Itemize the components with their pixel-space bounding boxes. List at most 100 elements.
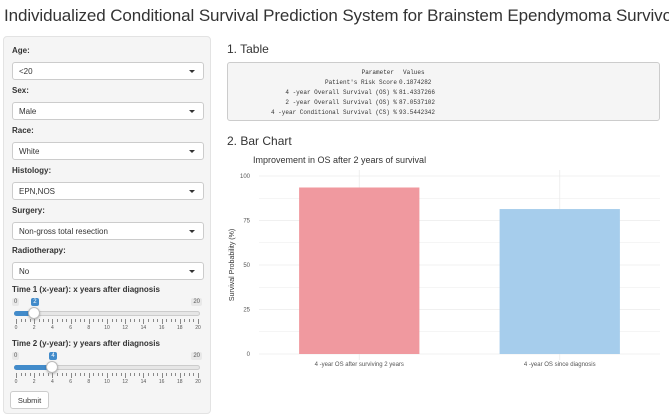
slider-ticks: 0 2 4 6 8 10 12 14 16 18 20 — [15, 373, 201, 385]
chevron-down-icon — [189, 110, 195, 113]
slider-tick — [161, 373, 163, 378]
sex-field: Sex: Male — [12, 86, 204, 120]
slider-tick — [198, 373, 199, 378]
table-heading: 1. Table — [227, 42, 269, 56]
chevron-down-icon — [189, 70, 195, 73]
radiotherapy-select[interactable]: No — [12, 262, 204, 280]
bar — [499, 209, 620, 354]
chart-title: Improvement in OS after 2 years of survi… — [253, 155, 426, 165]
slider-tick — [20, 319, 22, 322]
time2-slider[interactable]: 0 20 4 0 2 4 6 8 10 12 14 16 18 20 — [12, 349, 202, 387]
sex-label: Sex: — [12, 86, 29, 95]
slider-tick — [125, 319, 127, 324]
slider-tick — [20, 373, 22, 376]
slider-tick — [70, 319, 72, 324]
slider-tick — [184, 373, 186, 376]
race-label: Race: — [12, 126, 34, 135]
slider-tick — [43, 319, 45, 322]
row-parameter: 4 -year Overall Survival (OS) % — [285, 89, 397, 96]
table-body: Parameter Values Patient's Risk Score 0.… — [228, 69, 443, 119]
slider-tick — [184, 319, 186, 322]
slider-tick — [157, 319, 159, 322]
slider-tick — [84, 373, 86, 376]
slider-max-label: 20 — [191, 352, 202, 360]
slider-tick-label: 12 — [122, 325, 128, 331]
slider-tick — [97, 319, 99, 322]
slider-tick-label: 8 — [87, 379, 91, 385]
slider-tick — [61, 373, 63, 376]
sex-select[interactable]: Male — [12, 102, 204, 120]
slider-tick — [52, 319, 54, 324]
slider-handle[interactable] — [28, 307, 41, 319]
slider-tick — [34, 319, 36, 324]
slider-tick-label: 20 — [195, 379, 201, 385]
y-tick-label: 25 — [243, 308, 250, 314]
slider-handle[interactable] — [46, 361, 59, 373]
slider-value-label: 4 — [49, 352, 57, 360]
slider-tick — [161, 319, 163, 324]
slider-tick-label: 2 — [32, 325, 36, 331]
row-parameter: 4 -year Conditional Survival (CS) % — [270, 109, 397, 116]
slider-tick-label: 2 — [32, 379, 36, 385]
app-title: Individualized Conditional Survival Pred… — [4, 6, 669, 25]
slider-track[interactable] — [14, 311, 200, 316]
slider-tick — [79, 373, 81, 376]
race-field: Race: White — [12, 126, 204, 160]
slider-tick — [170, 373, 172, 376]
slider-tick — [166, 319, 168, 322]
slider-tick — [16, 319, 17, 324]
column-header-parameter: Parameter — [361, 69, 394, 76]
slider-tick — [102, 319, 104, 322]
slider-tick — [175, 319, 177, 322]
row-value: 81.4337266 — [399, 89, 436, 96]
slider-tick — [166, 373, 168, 376]
surgery-select[interactable]: Non-gross total resection — [12, 222, 204, 240]
slider-tick — [198, 319, 199, 324]
slider-tick — [79, 319, 81, 322]
y-tick-label: 100 — [240, 174, 251, 180]
slider-tick — [107, 373, 108, 378]
x-tick-label: 4 -year OS since diagnosis — [524, 362, 596, 368]
slider-tick — [179, 373, 181, 378]
slider-ticks: 0 2 4 6 8 10 12 14 16 18 20 — [15, 319, 201, 331]
slider-tick — [116, 373, 118, 376]
submit-button[interactable]: Submit — [10, 391, 49, 409]
time1-label: Time 1 (x-year): x years after diagnosis — [12, 285, 160, 294]
slider-tick — [52, 373, 54, 378]
bar-chart: 0 25 50 75 100 4 -year OS after surviving 2 y… — [227, 150, 663, 372]
slider-tick — [116, 319, 118, 322]
histology-select[interactable]: EPN,NOS — [12, 182, 204, 200]
slider-tick — [107, 319, 108, 324]
slider-tick — [84, 319, 86, 322]
y-tick-label: 0 — [247, 352, 251, 358]
chevron-down-icon — [189, 150, 195, 153]
slider-tick — [88, 319, 90, 324]
table-header-row: Parameter Values — [228, 69, 443, 79]
slider-tick — [75, 319, 77, 322]
slider-tick — [134, 319, 136, 322]
age-label: Age: — [12, 46, 30, 55]
slider-tick — [193, 319, 195, 322]
race-select-value: White — [19, 147, 40, 156]
slider-tick-label: 6 — [69, 325, 72, 331]
slider-tick — [66, 319, 68, 322]
chart-heading: 2. Bar Chart — [227, 134, 292, 148]
radiotherapy-select-value: No — [19, 267, 30, 276]
slider-tick — [29, 319, 31, 322]
slider-fill — [14, 311, 35, 316]
slider-value-label: 2 — [31, 298, 39, 306]
slider-tick — [29, 373, 31, 376]
slider-tick-label: 4 — [51, 325, 54, 331]
time1-slider[interactable]: 0 20 2 0 2 4 6 8 10 12 14 16 18 20 — [12, 295, 202, 333]
slider-tick — [138, 373, 140, 376]
slider-tick — [75, 373, 77, 376]
slider-tick — [125, 373, 127, 378]
race-select[interactable]: White — [12, 142, 204, 160]
slider-tick — [143, 373, 145, 378]
slider-tick — [175, 373, 177, 376]
age-select[interactable]: <20 — [12, 62, 204, 80]
chevron-down-icon — [189, 190, 195, 193]
slider-tick — [61, 319, 63, 322]
slider-min-label: 0 — [12, 298, 20, 306]
slider-tick — [47, 373, 49, 376]
